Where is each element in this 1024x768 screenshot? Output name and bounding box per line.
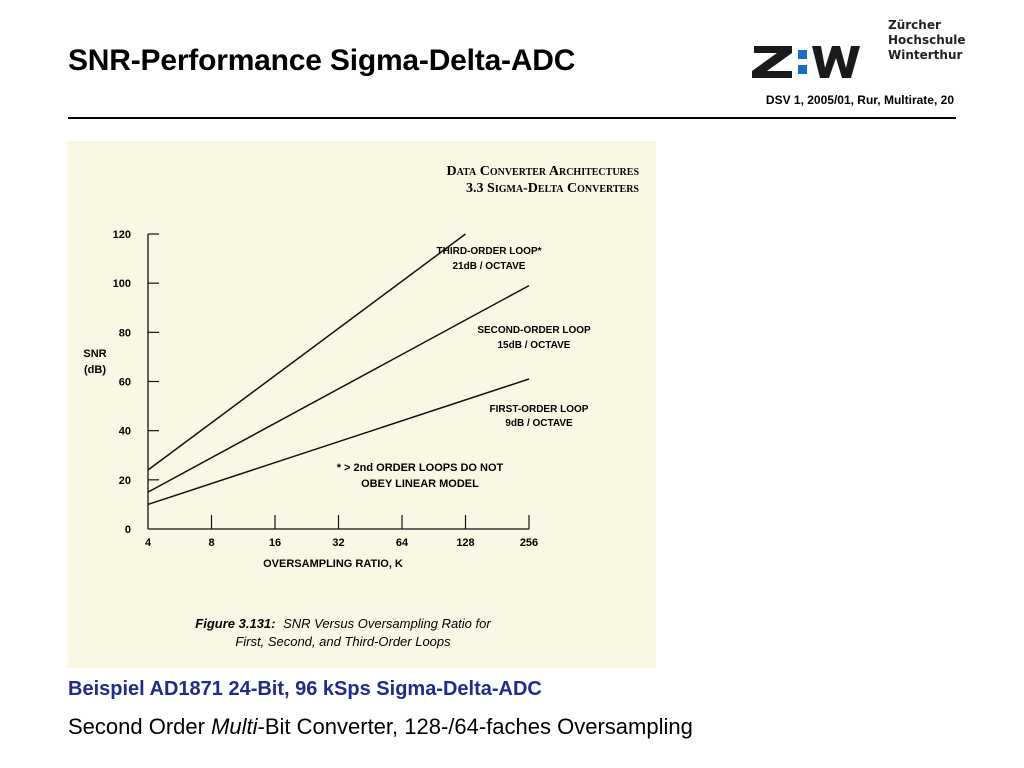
- example-description: Second Order Multi-Bit Converter, 128-/6…: [68, 714, 693, 740]
- example-desc-part: -Bit Converter, 128-/64-faches Oversampl…: [257, 714, 693, 739]
- series-label-second: SECOND-ORDER LOOP: [477, 325, 591, 336]
- x-tick-label: 128: [456, 537, 474, 549]
- figure-caption-text: SNR Versus Oversampling Ratio for: [283, 616, 491, 631]
- snr-chart: Data Converter Architectures 3.3 Sigma-D…: [83, 164, 639, 649]
- zhw-logo-mark: [752, 46, 860, 78]
- series-line-first-order: [147, 378, 530, 506]
- x-tick-label: 4: [145, 537, 152, 549]
- y-tick-label: 20: [119, 475, 131, 487]
- logo-line: Zürcher: [888, 18, 941, 32]
- chart-annotation: OBEY LINEAR MODEL: [361, 478, 479, 490]
- y-tick-label: 120: [113, 229, 131, 241]
- figure-caption-label: Figure 3.131:: [195, 616, 275, 631]
- figure-caption-line2: First, Second, and Third-Order Loops: [235, 634, 451, 649]
- series-line-second-order: [147, 284, 530, 493]
- series-sublabel-second: 15dB / OCTAVE: [498, 340, 571, 351]
- header-divider: [68, 117, 956, 119]
- y-tick-label: 100: [113, 278, 131, 290]
- logo-line: Winterthur: [888, 48, 963, 62]
- zhw-logo: Zürcher Hochschule Winterthur: [752, 18, 966, 84]
- x-axis-label: OVERSAMPLING RATIO, K: [263, 558, 403, 570]
- y-axis-label: SNR: [83, 348, 106, 360]
- slide-subtitle: DSV 1, 2005/01, Rur, Multirate, 20: [765, 93, 954, 107]
- y-tick-label: 0: [125, 524, 131, 536]
- example-desc-part: Second Order: [68, 714, 212, 739]
- figure-header-line2: 3.3 Sigma-Delta Converters: [466, 181, 639, 196]
- logo-line: Hochschule: [888, 33, 966, 47]
- y-tick-label: 80: [119, 327, 131, 339]
- scanned-figure: Data Converter Architectures 3.3 Sigma-D…: [67, 141, 656, 668]
- page-title: SNR-Performance Sigma-Delta-ADC: [68, 44, 576, 77]
- y-axis-label: (dB): [84, 364, 106, 376]
- figure-caption-line1: Figure 3.131: SNR Versus Oversampling Ra…: [195, 616, 491, 631]
- y-tick-label: 60: [119, 377, 131, 389]
- series-line-third-order: [147, 233, 466, 471]
- logo-text: Zürcher Hochschule Winterthur: [888, 18, 966, 63]
- x-tick-label: 8: [208, 537, 214, 549]
- x-tick-label: 64: [396, 537, 409, 549]
- example-title: Beispiel AD1871 24-Bit, 96 kSps Sigma-De…: [68, 678, 542, 700]
- series-sublabel-first: 9dB / OCTAVE: [505, 418, 573, 429]
- y-tick-label: 40: [119, 426, 131, 438]
- series-sublabel-third: 21dB / OCTAVE: [453, 261, 526, 272]
- x-tick-label: 16: [269, 537, 281, 549]
- series-label-third: THIRD-ORDER LOOP*: [437, 246, 542, 257]
- chart-annotation: * > 2nd ORDER LOOPS DO NOT: [337, 462, 504, 474]
- figure-header-line1: Data Converter Architectures: [446, 164, 639, 179]
- example-desc-italic: Multi: [211, 714, 258, 739]
- x-tick-label: 32: [332, 537, 344, 549]
- series-label-first: FIRST-ORDER LOOP: [490, 404, 589, 415]
- x-tick-label: 256: [520, 537, 538, 549]
